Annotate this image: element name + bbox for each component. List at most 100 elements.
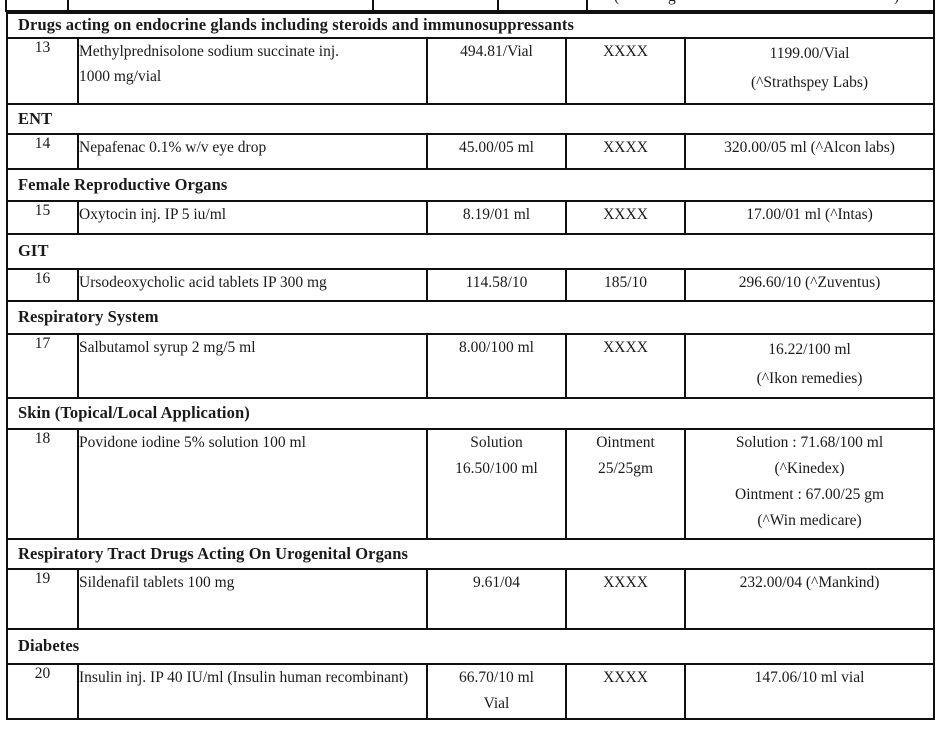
clipped-text-fragment: ( (614, 0, 619, 6)
section-row-ent: ENT (5, 103, 936, 135)
clipped-drug-name-cell (67, 0, 372, 12)
cell-price-b: XXXX (565, 133, 686, 170)
cell-line: XXXX (603, 339, 648, 356)
cell-line: 8.00/100 ml (459, 339, 534, 356)
drug-row-18: 18 Povidone iodine 5% solution 100 ml So… (6, 428, 936, 540)
cell-drug-name: Methylprednisolone sodium succinate inj.… (77, 37, 428, 105)
drug-row-14: 14 Nepafenac 0.1% w/v eye drop 45.00/05 … (6, 133, 936, 170)
cell-drug-name: Ursodeoxycholic acid tablets IP 300 mg (77, 268, 428, 302)
cell-line: 296.60/10 (^Zuventus) (738, 274, 881, 291)
cell-line: 232.00/04 (^Mankind) (739, 574, 880, 591)
section-label: Respiratory Tract Drugs Acting On Urogen… (5, 538, 936, 570)
cell-line: (^Kinedex) (774, 460, 845, 477)
cell-serial: 18 (6, 428, 79, 540)
section-label: Respiratory System (5, 300, 936, 335)
section-label: ENT (5, 103, 936, 135)
cell-line: 114.58/10 (465, 274, 528, 291)
section-row-diabetes: Diabetes (5, 628, 936, 665)
cell-line: 9.61/04 (473, 574, 520, 591)
cell-price-c: 1199.00/Vial (^Strathspey Labs) (683, 37, 936, 105)
clipped-text-fragment: g (668, 0, 676, 6)
clipped-text-fragment: ) (894, 0, 899, 6)
cell-price-c: 16.22/100 ml (^Ikon remedies) (683, 333, 936, 399)
cell-line: 147.06/10 ml vial (754, 669, 865, 686)
cell-line: (^Win medicare) (757, 512, 862, 529)
section-row-skin: Skin (Topical/Local Application) (5, 397, 936, 430)
cell-price-a: 8.00/100 ml (426, 333, 567, 399)
drug-row-15: 15 Oxytocin inj. IP 5 iu/ml 8.19/01 ml X… (6, 200, 936, 235)
cell-drug-name: Nepafenac 0.1% w/v eye drop (77, 133, 428, 170)
cell-price-a: 66.70/10 ml Vial (426, 663, 567, 720)
cell-line: Solution : 71.68/100 ml (735, 434, 884, 451)
clipped-price-b-cell (497, 0, 586, 12)
cell-price-a: 114.58/10 (426, 268, 567, 302)
cell-drug-name: Oxytocin inj. IP 5 iu/ml (77, 200, 428, 235)
drug-row-16: 16 Ursodeoxycholic acid tablets IP 300 m… (6, 268, 936, 302)
cell-line: 25/25gm (597, 460, 654, 477)
section-label: Female Reproductive Organs (5, 168, 936, 202)
clipped-serial-cell (5, 0, 67, 12)
cell-price-b: XXXX (565, 37, 686, 105)
clipped-price-a-cell (372, 0, 497, 12)
cell-serial: 16 (6, 268, 79, 302)
cell-price-b: 185/10 (565, 268, 686, 302)
drug-row-20: 20 Insulin inj. IP 40 IU/ml (Insulin hum… (6, 663, 936, 720)
cell-line: 320.00/05 ml (^Alcon labs) (724, 139, 895, 156)
section-label: GIT (5, 233, 936, 270)
drug-price-table: Drugs acting on endocrine glands includi… (5, 12, 936, 720)
section-row-endocrine: Drugs acting on endocrine glands includi… (5, 12, 936, 39)
cell-line: 17.00/01 ml (^Intas) (746, 206, 873, 223)
cell-price-a: 494.81/Vial (426, 37, 567, 105)
section-label: Drugs acting on endocrine glands includi… (5, 12, 936, 39)
cell-line: Vial (483, 695, 510, 712)
cell-price-b: XXXX (565, 663, 686, 720)
cell-price-a: 9.61/04 (426, 568, 567, 630)
cell-line: 185/10 (603, 274, 648, 291)
cell-drug-name: Salbutamol syrup 2 mg/5 ml (77, 333, 428, 399)
cell-line: 45.00/05 ml (459, 139, 534, 156)
cell-price-c: 17.00/01 ml (^Intas) (683, 200, 936, 235)
section-row-female-reproductive: Female Reproductive Organs (5, 168, 936, 202)
cell-price-c: 232.00/04 (^Mankind) (683, 568, 936, 630)
cell-price-a: 45.00/05 ml (426, 133, 567, 170)
cell-serial: 13 (6, 37, 79, 105)
section-row-respiratory-system: Respiratory System (5, 300, 936, 335)
cell-price-b: XXXX (565, 568, 686, 630)
drug-row-19: 19 Sildenafil tablets 100 mg 9.61/04 XXX… (6, 568, 936, 630)
cell-line: 16.50/100 ml (455, 460, 538, 477)
cell-price-c: Solution : 71.68/100 ml (^Kinedex) Ointm… (683, 428, 936, 540)
cell-price-b: XXXX (565, 200, 686, 235)
cell-drug-name: Povidone iodine 5% solution 100 ml (77, 428, 428, 540)
clipped-price-c-cell: ( g ) (586, 0, 935, 12)
cell-line: 1199.00/Vial (769, 45, 850, 62)
cell-line: (^Ikon remedies) (756, 370, 863, 387)
cell-line: XXXX (603, 206, 648, 223)
cell-line: XXXX (603, 669, 648, 686)
cell-serial: 19 (6, 568, 79, 630)
cell-line: Solution (470, 434, 523, 451)
section-label: Skin (Topical/Local Application) (5, 397, 936, 430)
cell-price-a: 8.19/01 ml (426, 200, 567, 235)
cell-price-b: Ointment 25/25gm (565, 428, 686, 540)
drug-row-13: 13 Methylprednisolone sodium succinate i… (6, 37, 936, 105)
cell-drug-name: Sildenafil tablets 100 mg (77, 568, 428, 630)
cell-serial: 17 (6, 333, 79, 399)
cell-price-c: 147.06/10 ml vial (683, 663, 936, 720)
cell-serial: 14 (6, 133, 79, 170)
cell-line: 16.22/100 ml (768, 341, 851, 358)
cell-serial: 15 (6, 200, 79, 235)
cell-price-c: 320.00/05 ml (^Alcon labs) (683, 133, 936, 170)
cell-line: XXXX (603, 43, 648, 60)
section-label: Diabetes (5, 628, 936, 665)
cell-line: 494.81/Vial (460, 43, 533, 60)
cell-line: 8.19/01 ml (462, 206, 531, 223)
cell-price-b: XXXX (565, 333, 686, 399)
cell-price-c: 296.60/10 (^Zuventus) (683, 268, 936, 302)
cell-line: XXXX (603, 574, 648, 591)
cell-line: (^Strathspey Labs) (751, 74, 869, 91)
section-row-git: GIT (5, 233, 936, 270)
cell-line: 66.70/10 ml (459, 669, 534, 686)
cell-serial: 20 (6, 663, 79, 720)
cell-line: Ointment (596, 434, 655, 451)
